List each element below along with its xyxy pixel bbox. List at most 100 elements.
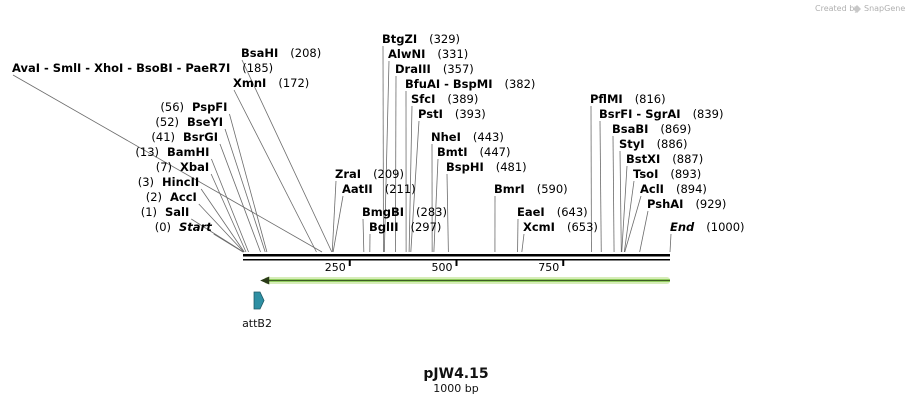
site-name: End bbox=[670, 220, 695, 234]
site-label-bsrgi: (41) BsrGI bbox=[151, 130, 218, 144]
site-name: AclI bbox=[640, 182, 664, 196]
site-label-end: End (1000) bbox=[670, 220, 745, 234]
site-leader-line bbox=[191, 218, 244, 253]
feature-arrow-icon bbox=[253, 291, 265, 310]
site-name: BsrGI bbox=[183, 130, 218, 144]
site-label-bsrfi: BsrFI - SgrAI (839) bbox=[599, 107, 724, 121]
site-label-bstxi: BstXI (887) bbox=[626, 152, 703, 166]
plasmid-length: 1000 bp bbox=[433, 382, 478, 395]
site-position: (481) bbox=[496, 160, 527, 174]
site-leader-line bbox=[410, 120, 420, 253]
site-name: BsrFI - SgrAI bbox=[599, 107, 681, 121]
site-label-bmri: BmrI (590) bbox=[494, 182, 568, 196]
site-position: (211) bbox=[385, 182, 416, 196]
site-name: BfuAI - BspMI bbox=[405, 77, 492, 91]
site-position: (894) bbox=[676, 182, 707, 196]
site-position: (389) bbox=[447, 92, 478, 106]
site-label-sfci: SfcI (389) bbox=[411, 92, 478, 106]
ruler-tick bbox=[562, 259, 565, 266]
site-name: XcmI bbox=[523, 220, 555, 234]
site-name: BsaBI bbox=[612, 122, 648, 136]
site-position: (172) bbox=[278, 76, 309, 90]
site-label-tsoi: TsoI (893) bbox=[633, 167, 701, 181]
site-label-pflmi: PflMI (816) bbox=[590, 92, 666, 106]
site-name: EaeI bbox=[517, 205, 545, 219]
site-label-nhei: NheI (443) bbox=[431, 130, 504, 144]
site-label-xcmi: XcmI (653) bbox=[523, 220, 598, 234]
site-leader-line bbox=[219, 143, 261, 253]
site-label-draiii: DraIII (357) bbox=[395, 62, 474, 76]
plasmid-name: pJW4.15 bbox=[423, 366, 488, 382]
site-position: (839) bbox=[693, 107, 724, 121]
site-name: BmtI bbox=[437, 145, 468, 159]
site-name: BglII bbox=[369, 220, 399, 234]
site-name: BsaHI bbox=[241, 46, 278, 60]
site-label-acci: (2) AccI bbox=[146, 190, 197, 204]
site-position: (643) bbox=[557, 205, 588, 219]
site-leader-line bbox=[332, 195, 344, 253]
site-name: AlwNI bbox=[388, 47, 425, 61]
site-name: DraIII bbox=[395, 62, 431, 76]
snapgene-logo-icon bbox=[853, 5, 861, 13]
site-leader-line bbox=[639, 210, 649, 253]
site-leader-line bbox=[233, 89, 317, 253]
site-leader-line bbox=[612, 135, 615, 253]
site-position: (929) bbox=[695, 197, 726, 211]
site-name: TsoI bbox=[633, 167, 658, 181]
site-label-pshai: PshAI (929) bbox=[647, 197, 726, 211]
orf-arrowhead-icon bbox=[260, 276, 270, 285]
site-leader-line bbox=[383, 60, 390, 253]
site-label-start: (0) Start bbox=[155, 220, 213, 234]
site-position: (329) bbox=[429, 32, 460, 46]
site-label-avai: AvaI - SmlI - XhoI - BsoBI - PaeR7I (185) bbox=[12, 61, 273, 75]
site-position: (1000) bbox=[706, 220, 744, 234]
site-label-acli: AclI (894) bbox=[640, 182, 707, 196]
site-label-zrai: ZraI (209) bbox=[335, 167, 404, 181]
site-position: (7) bbox=[156, 160, 172, 174]
site-name: BstXI bbox=[626, 152, 660, 166]
orf-arrow bbox=[260, 276, 670, 285]
ruler-tick bbox=[455, 259, 458, 266]
site-label-bmti: BmtI (447) bbox=[437, 145, 510, 159]
snapgene-credit: Created by SnapGene bbox=[815, 4, 905, 13]
site-name: SfcI bbox=[411, 92, 435, 106]
site-name: AvaI - SmlI - XhoI - BsoBI - PaeR7I bbox=[12, 61, 230, 75]
site-position: (393) bbox=[455, 107, 486, 121]
site-position: (886) bbox=[657, 137, 688, 151]
site-leader-line bbox=[241, 59, 333, 253]
site-position: (816) bbox=[635, 92, 666, 106]
created-by-text: Created by bbox=[815, 4, 859, 13]
site-label-hincii: (3) HincII bbox=[138, 175, 199, 189]
feature-label: attB2 bbox=[242, 317, 272, 330]
site-position: (283) bbox=[416, 205, 447, 219]
site-label-psti: PstI (393) bbox=[418, 107, 486, 121]
site-position: (331) bbox=[437, 47, 468, 61]
site-position: (1) bbox=[141, 205, 157, 219]
ruler-tick-label: 250 bbox=[325, 261, 346, 274]
site-leader-line bbox=[211, 158, 249, 253]
site-name: PspFI bbox=[192, 100, 227, 114]
site-label-alwni: AlwNI (331) bbox=[388, 47, 468, 61]
site-label-bmgbi: BmgBI (283) bbox=[362, 205, 447, 219]
site-position: (297) bbox=[411, 220, 442, 234]
site-position: (0) bbox=[155, 220, 171, 234]
snapgene-brand: SnapGene bbox=[864, 4, 905, 13]
site-position: (893) bbox=[670, 167, 701, 181]
site-label-bamhi: (13) BamHI bbox=[135, 145, 209, 159]
site-leader-line bbox=[619, 150, 622, 253]
ruler-tick-label: 750 bbox=[538, 261, 559, 274]
site-label-bsahi: BsaHI (208) bbox=[241, 46, 321, 60]
site-position: (443) bbox=[473, 130, 504, 144]
site-position: (869) bbox=[660, 122, 691, 136]
site-label-bsphi: BspHI (481) bbox=[446, 160, 527, 174]
site-name: SalI bbox=[165, 205, 189, 219]
ruler-tick-label: 500 bbox=[432, 261, 453, 274]
site-position: (56) bbox=[160, 100, 184, 114]
site-name: BmrI bbox=[494, 182, 525, 196]
site-leader-line bbox=[210, 173, 247, 253]
site-position: (52) bbox=[155, 115, 179, 129]
site-name: ZraI bbox=[335, 167, 361, 181]
site-label-bfuai: BfuAI - BspMI (382) bbox=[405, 77, 535, 91]
site-name: PstI bbox=[418, 107, 443, 121]
site-name: Start bbox=[179, 220, 212, 234]
